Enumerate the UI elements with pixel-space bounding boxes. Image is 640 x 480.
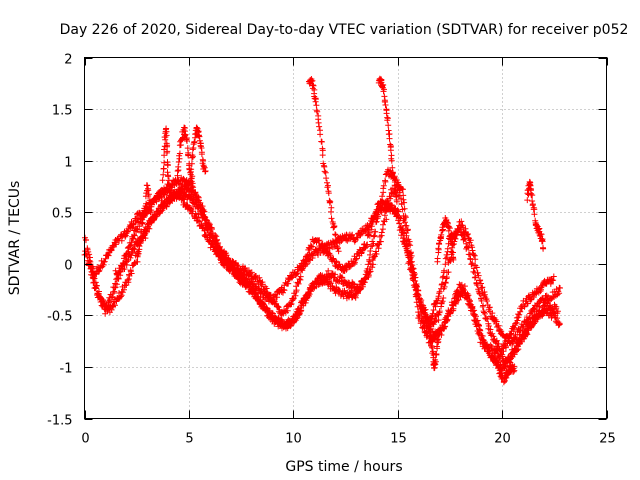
data-points	[81, 75, 563, 386]
x-tick-label: 25	[599, 432, 616, 447]
data-point-markers	[375, 75, 400, 205]
y-tick-label: -1.5	[47, 414, 72, 429]
y-tick-label: -1	[60, 362, 73, 377]
x-tick-label: 5	[185, 432, 193, 447]
series-track-d	[85, 181, 561, 367]
series-spike-4-6	[173, 124, 196, 196]
x-tick-label: 20	[494, 432, 511, 447]
series-spike-2-5	[133, 182, 154, 265]
series-spike-10-9	[306, 76, 342, 255]
data-point-markers	[434, 215, 457, 265]
x-tick-label: 10	[285, 432, 302, 447]
series-spike-21-4	[524, 178, 547, 252]
y-tick-label: 0.5	[52, 207, 73, 222]
data-point-markers	[187, 124, 209, 175]
series-spike-14-2	[375, 75, 400, 205]
y-tick-label: 0	[64, 259, 72, 274]
data-point-markers	[158, 125, 175, 204]
y-axis-label: SDTVAR / TECUs	[7, 181, 23, 296]
y-tick-label: 1	[64, 156, 72, 171]
x-tick-label: 0	[81, 432, 89, 447]
series-spike-5-4	[187, 124, 209, 175]
y-tick-label: 1.5	[52, 104, 73, 119]
x-axis-label: GPS time / hours	[285, 459, 402, 475]
grid-lines	[84, 57, 607, 419]
chart-title: Day 226 of 2020, Sidereal Day-to-day VTE…	[60, 22, 629, 38]
data-point-markers	[306, 76, 342, 255]
series-dip-16-8	[426, 323, 442, 372]
data-point-markers	[173, 124, 196, 196]
series-spike-3-8	[158, 125, 175, 204]
series-dip-20	[490, 354, 518, 386]
data-point-markers	[426, 323, 442, 372]
x-tick-label: 15	[390, 432, 407, 447]
data-point-markers	[85, 181, 561, 367]
data-point-markers	[490, 354, 518, 386]
y-tick-label: 2	[64, 53, 72, 68]
y-tick-label: -0.5	[47, 310, 72, 325]
data-point-markers	[133, 182, 154, 265]
data-point-markers	[524, 178, 547, 252]
plot-frame	[84, 57, 607, 419]
series-spike-17-3	[434, 215, 457, 265]
axis-ticks: 0 5 10 15 20 25 -1.5 -1 -0.5 0 0.5 1 1.5 2	[47, 53, 616, 447]
